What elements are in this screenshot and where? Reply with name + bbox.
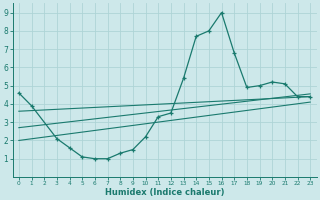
X-axis label: Humidex (Indice chaleur): Humidex (Indice chaleur) [105,188,224,197]
